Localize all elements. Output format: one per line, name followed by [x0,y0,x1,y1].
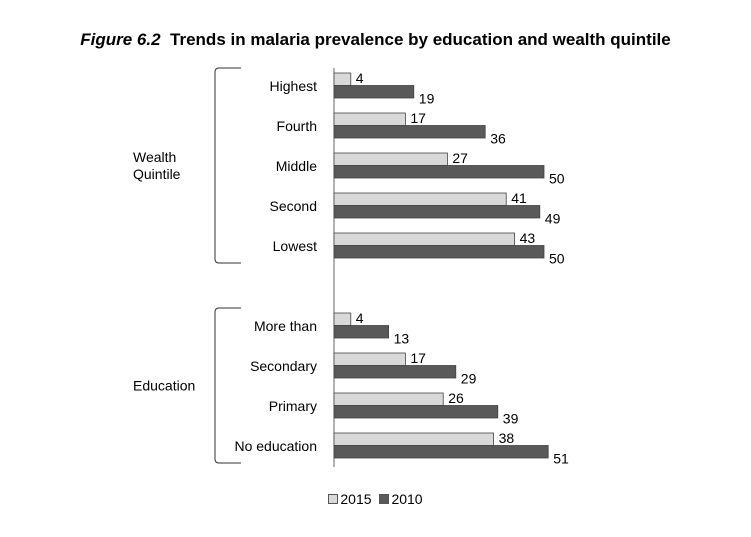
bar-second-2010 [333,205,541,219]
bar-more-than-2015 [333,312,352,326]
bar-primary-2015 [333,392,444,406]
bar-middle-2010 [333,165,545,179]
category-label-more-than: More than [254,318,317,334]
data-label-fourth-2010: 36 [490,131,506,147]
data-label-more-than-2015: 4 [356,310,364,326]
bar-more-than-2010 [333,325,389,339]
legend-label-2015: 2015 [340,491,372,507]
legend-item-2015: 2015 [328,491,372,507]
chart-title: Figure 6.2 Trends in malaria prevalence … [0,30,751,50]
data-label-second-2015: 41 [511,190,527,206]
data-label-secondary-2015: 17 [410,350,426,366]
category-label-highest: Highest [270,78,318,94]
group-label-wealth-quintile: Wealth [133,149,176,165]
data-label-highest-2015: 4 [356,70,364,86]
bar-lowest-2015 [333,232,516,246]
group-bracket-wealth-quintile [214,67,241,264]
category-label-middle: Middle [276,158,317,174]
data-label-second-2010: 49 [545,211,561,227]
figure-number: Figure 6.2 [80,30,161,49]
bar-primary-2010 [333,405,499,419]
legend-label-2010: 2010 [391,491,423,507]
data-label-lowest-2015: 43 [520,230,536,246]
category-label-primary: Primary [269,398,317,414]
category-label-fourth: Fourth [277,118,317,134]
bar-fourth-2010 [333,125,486,139]
data-label-lowest-2010: 50 [549,251,565,267]
group-bracket-education [214,307,241,464]
data-label-primary-2015: 26 [448,390,464,406]
bar-secondary-2010 [333,365,457,379]
bar-no-education-2015 [333,432,495,446]
category-label-second: Second [270,198,317,214]
legend-item-2010: 2010 [379,491,423,507]
bar-highest-2015 [333,72,352,86]
bar-middle-2015 [333,152,448,166]
data-label-no-education-2010: 51 [553,451,569,467]
data-label-more-than-2010: 13 [394,331,410,347]
legend-swatch-2015 [328,494,339,504]
bar-second-2015 [333,192,507,206]
bar-fourth-2015 [333,112,406,126]
data-label-fourth-2015: 17 [410,110,426,126]
category-label-no-education: No education [234,438,317,454]
data-label-highest-2010: 19 [419,91,435,107]
data-label-primary-2010: 39 [503,411,519,427]
data-label-middle-2015: 27 [452,150,468,166]
legend: 2015 2010 [0,491,751,507]
category-label-lowest: Lowest [273,238,317,254]
legend-swatch-2010 [379,494,390,504]
category-label-secondary: Secondary [250,358,317,374]
figure-title: Trends in malaria prevalence by educatio… [170,30,671,49]
bar-no-education-2010 [333,445,549,459]
group-label-education: Education [133,378,195,394]
bar-lowest-2010 [333,245,545,259]
bar-highest-2010 [333,85,415,99]
group-label-wealth-quintile: Quintile [133,166,181,182]
data-label-secondary-2010: 29 [461,371,477,387]
data-label-middle-2010: 50 [549,171,565,187]
bar-secondary-2015 [333,352,406,366]
data-label-no-education-2015: 38 [499,430,515,446]
